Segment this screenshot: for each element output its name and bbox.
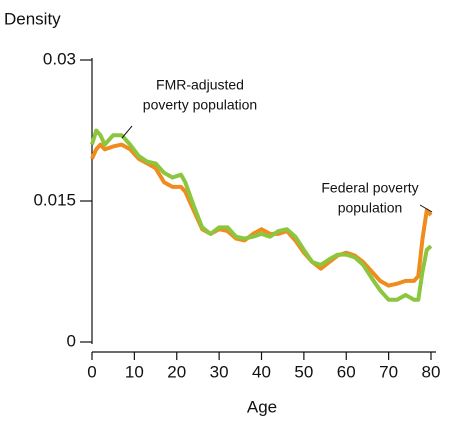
annotation: FMR-adjusted — [156, 77, 244, 93]
x-tick-label: 10 — [125, 362, 144, 381]
x-tick-label: 0 — [87, 362, 96, 381]
series-line — [90, 128, 433, 302]
x-tick-label: 80 — [422, 362, 441, 381]
x-tick-label: 40 — [252, 362, 271, 381]
x-tick-label: 70 — [379, 362, 398, 381]
y-tick-label: 0.015 — [33, 190, 76, 209]
annotation-pointer — [419, 204, 433, 213]
series-line — [90, 142, 433, 288]
annotation-pointer — [121, 125, 133, 139]
annotation: population — [338, 200, 403, 216]
x-axis-label: Age — [247, 397, 277, 416]
x-tick-label: 30 — [210, 362, 229, 381]
y-tick-label: 0 — [67, 331, 76, 350]
x-tick-label: 20 — [167, 362, 186, 381]
x-tick-label: 60 — [337, 362, 356, 381]
y-axis-label: Density — [4, 9, 61, 28]
x-tick-label: 50 — [294, 362, 313, 381]
annotation: poverty population — [143, 97, 257, 113]
annotation: Federal poverty — [321, 180, 418, 196]
y-tick-label: 0.03 — [43, 49, 76, 68]
